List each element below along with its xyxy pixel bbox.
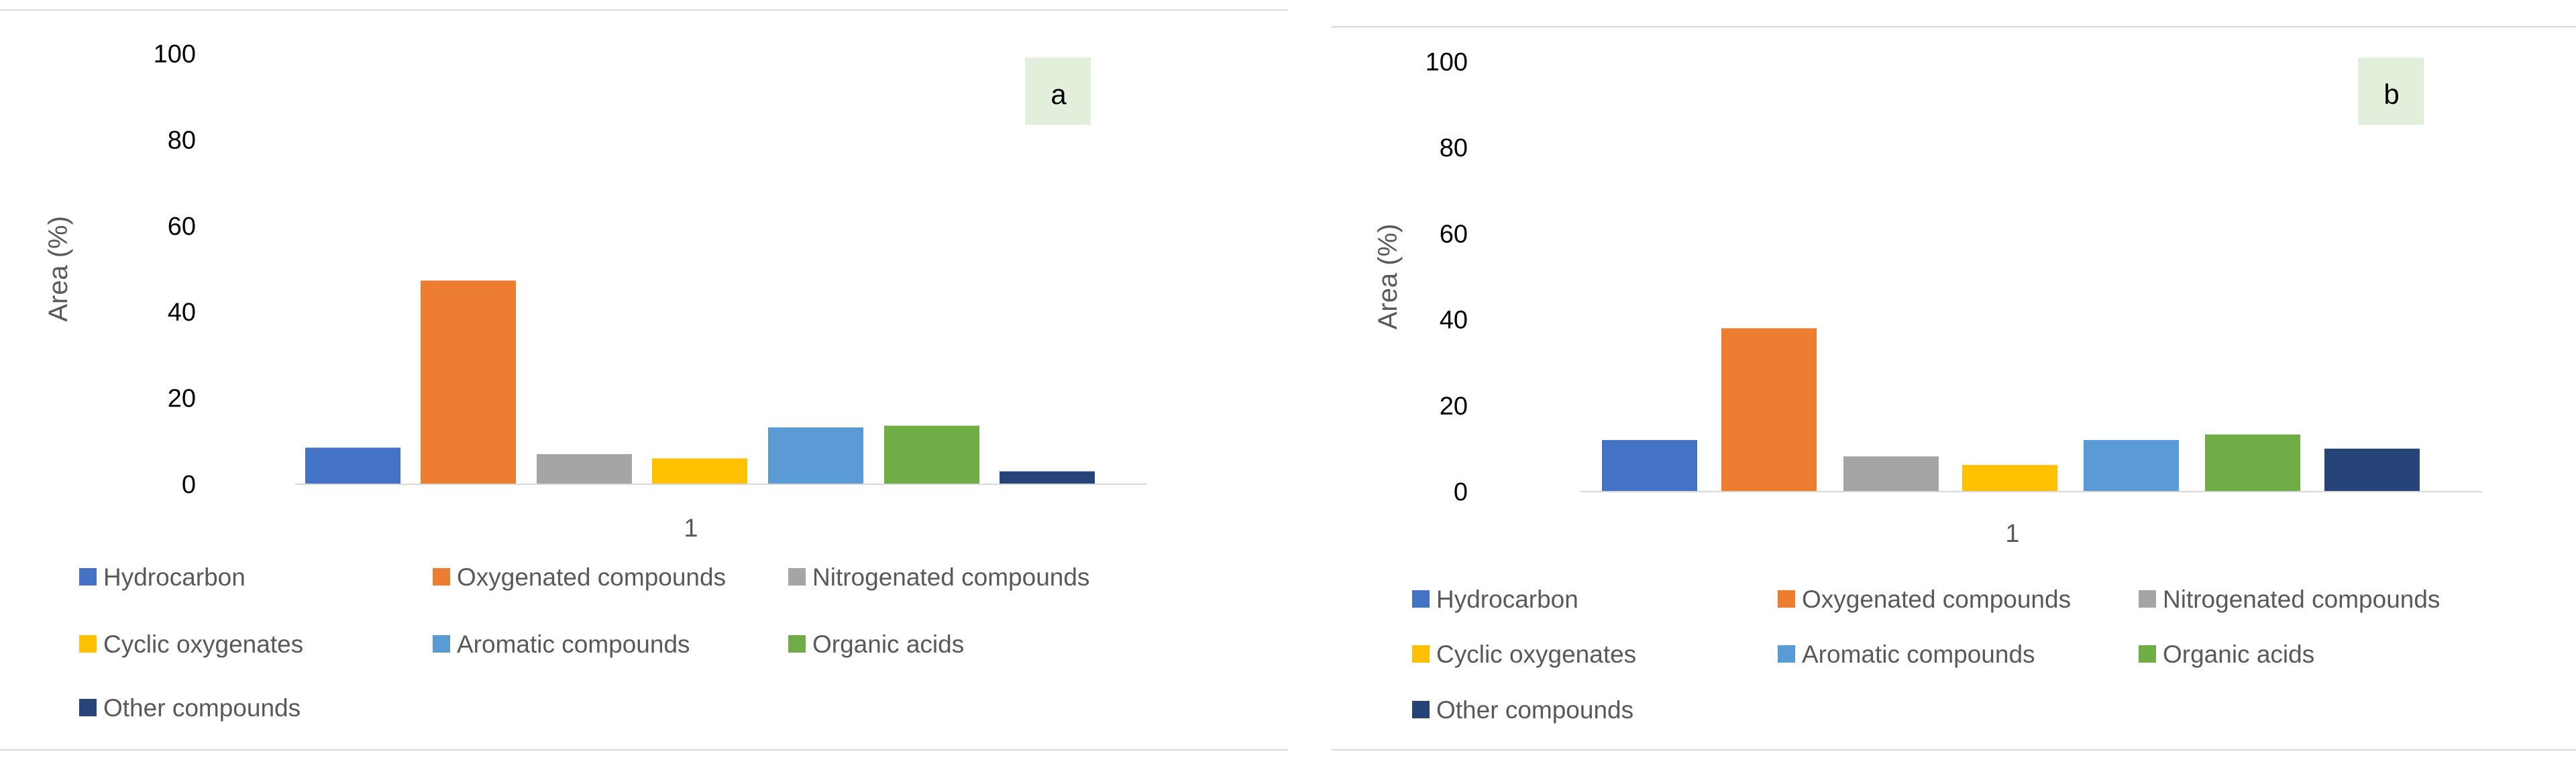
legend-swatch: [788, 635, 806, 653]
y-tick-label: 80: [168, 126, 196, 154]
legend-swatch: [433, 635, 450, 653]
bar-oxygenated-compounds: [421, 280, 516, 484]
x-tick-label: 1: [684, 514, 698, 543]
y-axis-label: Area (%): [1373, 224, 1403, 330]
y-tick-label: 40: [168, 298, 196, 327]
bar-oxygenated-compounds: [1721, 328, 1817, 492]
legend-swatch: [2139, 645, 2156, 663]
legend-entry: Hydrocarbon: [1436, 586, 1578, 613]
legend-entry: Oxygenated compounds: [1802, 586, 2071, 613]
bar-other-compounds: [2324, 448, 2420, 492]
legend-swatch: [79, 568, 97, 586]
y-tick-label: 60: [1440, 220, 1468, 248]
legend-swatch: [1412, 645, 1430, 663]
bar-aromatic-compounds: [2084, 440, 2179, 492]
legend-entry: Cyclic oxygenates: [103, 630, 303, 658]
panel-label-box: [2358, 58, 2424, 125]
legend-swatch: [79, 699, 97, 716]
y-tick-label: 0: [182, 471, 196, 499]
y-tick-label: 20: [168, 385, 196, 413]
y-tick-label: 20: [1440, 392, 1468, 421]
x-tick-label: 1: [2005, 520, 2019, 548]
panel-label: b: [2383, 78, 2399, 110]
legend-entry: Hydrocarbon: [103, 563, 246, 591]
legend-entry: Organic acids: [2163, 641, 2314, 668]
panel-label: a: [1051, 78, 1067, 110]
legend-entry: Other compounds: [103, 694, 301, 722]
legend-entry: Cyclic oxygenates: [1436, 641, 1636, 668]
bar-nitrogenated-compounds: [537, 454, 632, 484]
y-tick-label: 100: [154, 40, 196, 68]
bar-cyclic-oxygenates: [1962, 465, 2057, 492]
y-tick-label: 80: [1440, 134, 1468, 162]
y-tick-label: 40: [1440, 307, 1468, 335]
legend-entry: Oxygenated compounds: [457, 563, 726, 591]
bar-cyclic-oxygenates: [652, 458, 747, 484]
legend-entry: Nitrogenated compounds: [812, 563, 1089, 591]
legend-swatch: [79, 635, 97, 653]
bar-nitrogenated-compounds: [1843, 456, 1939, 492]
legend-swatch: [1412, 701, 1430, 718]
bar-other-compounds: [1000, 471, 1095, 484]
panel-label-box: [1025, 58, 1091, 125]
legend-swatch: [433, 568, 450, 586]
y-tick-label: 60: [168, 213, 196, 241]
legend-entry: Aromatic compounds: [1802, 641, 2035, 668]
legend-entry: Organic acids: [812, 630, 964, 658]
legend-entry: Aromatic compounds: [457, 630, 690, 658]
legend-entry: Nitrogenated compounds: [2163, 586, 2440, 613]
legend-swatch: [2139, 590, 2156, 608]
legend-entry: Other compounds: [1436, 696, 1633, 724]
legend-swatch: [1778, 590, 1795, 608]
legend-swatch: [788, 568, 806, 586]
bar-organic-acids: [2205, 434, 2300, 492]
y-axis-label: Area (%): [44, 216, 73, 322]
bar-organic-acids: [884, 425, 979, 484]
bar-hydrocarbon: [1602, 440, 1697, 492]
chart-panel-a: 0 20 40 60 80 100 Area (%) 1 a Hydrocarbon Oxygena…: [0, 9, 1288, 751]
y-tick-label: 0: [1454, 478, 1468, 506]
bar-aromatic-compounds: [768, 427, 863, 484]
y-tick-label: 100: [1426, 48, 1468, 76]
bar-hydrocarbon: [305, 447, 400, 484]
legend-swatch: [1412, 590, 1430, 608]
legend-swatch: [1778, 645, 1795, 663]
chart-panel-b: 0 20 40 60 80 100 Area (%) 1 b Hydrocarbon Oxygena…: [1332, 26, 2576, 751]
